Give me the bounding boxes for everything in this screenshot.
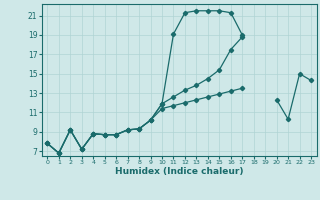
- X-axis label: Humidex (Indice chaleur): Humidex (Indice chaleur): [115, 167, 244, 176]
